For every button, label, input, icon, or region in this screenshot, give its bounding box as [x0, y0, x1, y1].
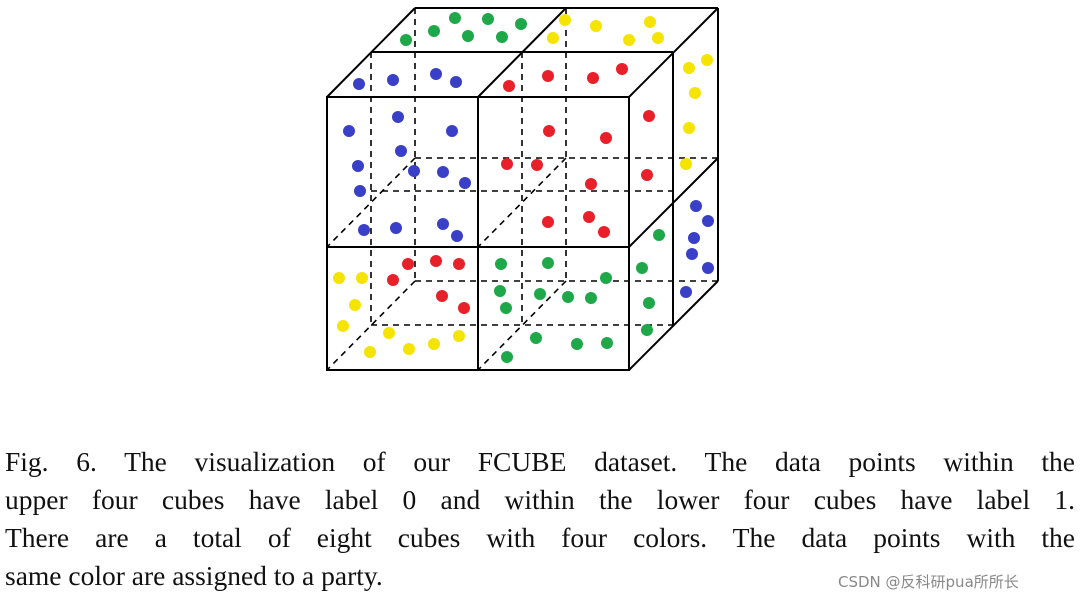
caption-line: There are a total of eight cubes with fo…: [5, 522, 1075, 553]
solid-edges: [326, 7, 719, 371]
caption-line: upper four cubes have label 0 and within…: [5, 484, 1075, 515]
caption-line: same color are assigned to a party.: [5, 560, 383, 591]
caption-line: Fig. 6. The visualization of our FCUBE d…: [5, 446, 1075, 477]
watermark: CSDN @反科研pua所所长: [838, 573, 1019, 591]
cube-figure: [326, 7, 719, 371]
data-points: [333, 12, 714, 363]
dashed-lines: [326, 8, 719, 371]
